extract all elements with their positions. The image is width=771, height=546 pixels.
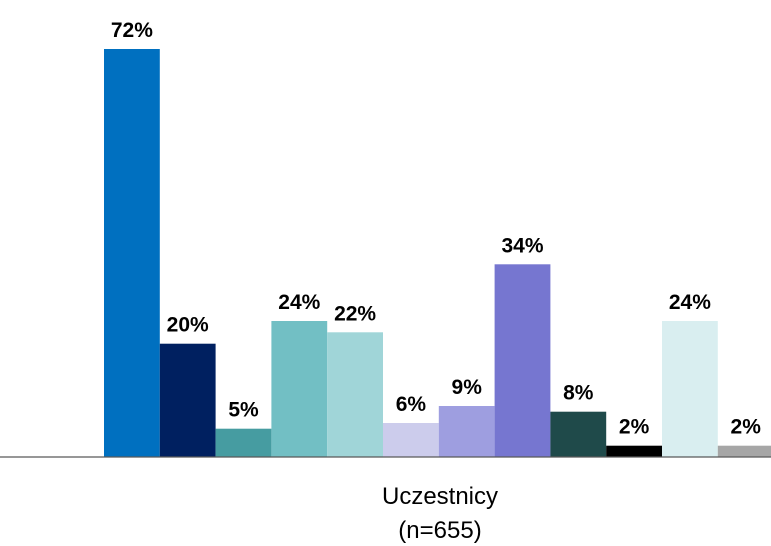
value-label-6: 6% [396, 393, 427, 416]
value-label-12: 2% [731, 416, 762, 439]
bars-group [104, 49, 771, 457]
value-label-3: 5% [228, 399, 259, 422]
value-label-7: 9% [452, 376, 483, 399]
value-label-11: 24% [669, 291, 711, 314]
bar-10 [606, 445, 662, 457]
value-label-10: 2% [619, 416, 650, 439]
bar-8 [494, 264, 551, 457]
value-labels-group: 72% 20% 5% 24% 22% 6% 9% 34% 8% 2% 24% 2% [111, 19, 761, 439]
bar-6 [383, 423, 439, 457]
bar-7 [438, 406, 495, 457]
bar-12 [717, 445, 771, 457]
value-label-1: 72% [111, 19, 153, 42]
value-label-4: 24% [278, 291, 320, 314]
bar-2 [159, 343, 216, 457]
category-label-line2: (n=655) [398, 517, 482, 544]
bar-5 [327, 332, 383, 457]
bar-3 [215, 428, 272, 457]
bar-1 [104, 49, 160, 457]
value-label-2: 20% [167, 314, 209, 337]
value-label-8: 34% [501, 234, 543, 257]
value-label-9: 8% [563, 382, 594, 405]
category-label-line1: Uczestnicy [381, 483, 499, 510]
bar-11 [662, 321, 718, 457]
bar-4 [271, 321, 328, 457]
bar-9 [550, 411, 607, 457]
value-label-5: 22% [334, 302, 376, 325]
